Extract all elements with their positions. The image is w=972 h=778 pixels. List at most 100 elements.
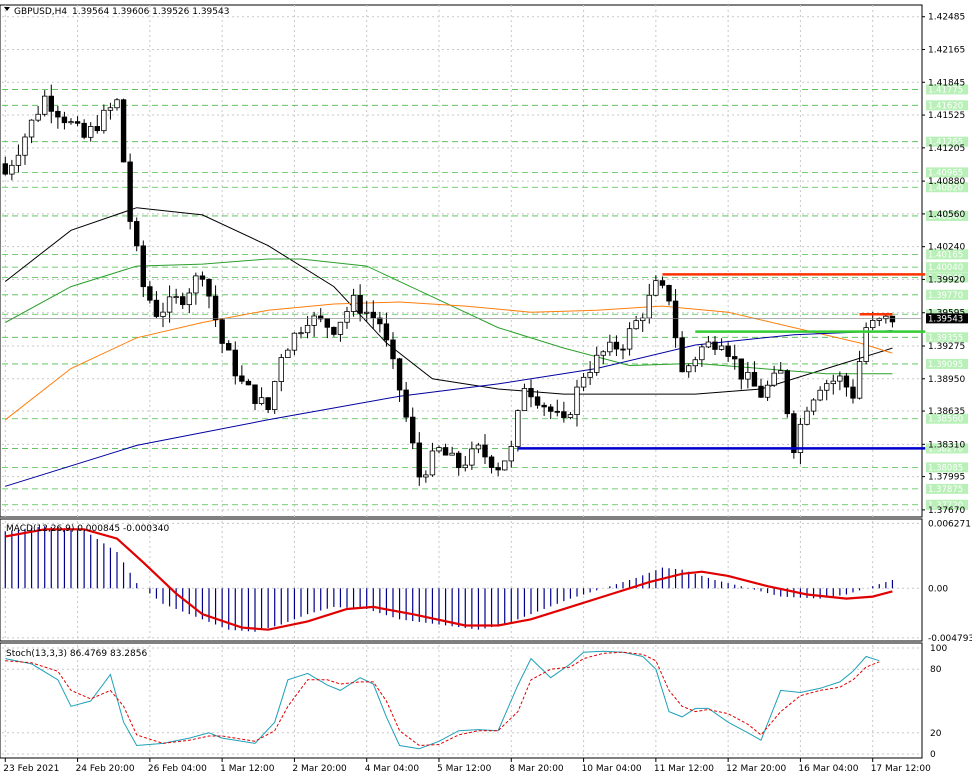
candle-body <box>193 275 199 294</box>
support-resistance-levels: 1.41775 1.41620 1.41265 1.40965 1.40820 1.405… <box>2 84 968 511</box>
candle-body <box>692 359 698 367</box>
time-tick-label: 2 Mar 20:00 <box>292 764 347 774</box>
candle-body <box>548 406 554 412</box>
candle-body <box>561 411 567 418</box>
candle-body <box>74 121 81 124</box>
level-tag <box>926 249 968 260</box>
candle-body <box>68 121 74 124</box>
macd-axis: 0.006271 0.00 -0.004793 <box>928 519 972 644</box>
candle-body <box>850 386 856 399</box>
time-tick-label: 24 Feb 20:00 <box>76 764 135 774</box>
candle-body <box>245 380 252 386</box>
time-tick-label: 17 Mar 12:00 <box>871 764 931 774</box>
candle-body <box>134 221 140 247</box>
candle-body <box>791 413 797 454</box>
candle-body <box>265 397 271 411</box>
candle-body <box>574 386 580 415</box>
candle-body <box>686 365 692 373</box>
stoch-tick-label: 20 <box>930 729 942 739</box>
price-tick-label: 1.38635 <box>928 407 965 417</box>
candle-body <box>199 275 206 280</box>
candle-body <box>613 341 620 350</box>
dropdown-triangle-icon[interactable] <box>4 7 10 11</box>
candle-body <box>15 154 22 166</box>
level-tag-label: 1.40165 <box>928 250 963 260</box>
price-tick-label: 1.41205 <box>928 144 965 154</box>
candle-body <box>515 410 521 447</box>
candle-body <box>357 294 363 314</box>
price-tick-label: 1.38310 <box>928 440 965 450</box>
candle-body <box>837 375 843 382</box>
level-tag-label: 1.39095 <box>928 360 963 370</box>
level-tag <box>926 167 968 178</box>
price-tick-label: 1.38950 <box>928 375 965 385</box>
level-tag-label: 1.39940 <box>928 273 963 283</box>
level-tag-label: 1.39770 <box>928 291 963 301</box>
candle-body <box>712 341 718 350</box>
candle-body <box>495 467 501 471</box>
candle-body <box>107 107 114 111</box>
candle-body <box>856 361 863 399</box>
moving-average-line <box>4 301 893 421</box>
candle-body <box>889 315 896 323</box>
candle-body <box>258 397 265 404</box>
macd-tick-label: 0.00 <box>928 584 948 594</box>
candle-body <box>863 327 869 362</box>
candle-body <box>311 315 317 326</box>
candle-body <box>607 341 613 353</box>
time-tick-label: 23 Feb 2021 <box>3 764 59 774</box>
macd-tick-label: 0.006271 <box>928 519 971 529</box>
candle-body <box>318 315 324 320</box>
candle-body <box>166 296 173 313</box>
ohlc-label: 1.39564 1.39606 1.39526 1.39543 <box>72 7 229 17</box>
candle-body <box>469 448 475 466</box>
level-tag <box>926 358 968 369</box>
candle-body <box>55 110 61 118</box>
macd-pane[interactable]: 0.006271 0.00 -0.004793 MACD(12,26,9) 0.00… <box>0 518 972 644</box>
candle-body <box>403 389 409 418</box>
level-tag <box>926 289 968 300</box>
candle-body <box>771 372 777 386</box>
candle-body <box>423 474 429 478</box>
candle-body <box>732 356 738 360</box>
level-tag-label: 1.37875 <box>928 485 963 495</box>
price-axis: 1.42485 1.42165 1.41845 1.41525 1.41205 1.408… <box>2 13 968 516</box>
main-pane-frame <box>0 4 923 518</box>
candle-body <box>672 300 679 339</box>
candle-body <box>272 381 278 411</box>
candle-body <box>160 311 166 317</box>
level-tag-label: 1.40965 <box>928 168 963 178</box>
level-tag-label: 1.41775 <box>928 85 963 95</box>
candle-body <box>42 95 48 115</box>
candle-body <box>705 341 712 348</box>
time-tick-label: 5 Mar 12:00 <box>437 764 492 774</box>
candle-body <box>580 376 587 388</box>
stoch-lines <box>5 650 880 750</box>
main-pane[interactable]: 1.41775 1.41620 1.41265 1.40965 1.40820 1.405… <box>0 4 968 518</box>
candle-body <box>153 299 160 317</box>
candle-body <box>797 423 804 454</box>
price-tick-label: 1.41845 <box>928 78 965 88</box>
drawn-horizontal-lines[interactable] <box>517 273 926 450</box>
time-tick-label: 1 Mar 12:00 <box>220 764 275 774</box>
candle-body <box>626 328 633 350</box>
candle-body <box>232 349 238 377</box>
candle-body <box>876 318 882 321</box>
candle-body <box>810 399 817 412</box>
candle-body <box>410 416 416 444</box>
candle-body <box>219 319 225 344</box>
level-tag <box>926 443 968 454</box>
stoch-pane[interactable]: 100 80 20 0 Stoch(13,3,3) 86.4769 83.2856 <box>0 642 947 760</box>
stoch-main-line <box>5 650 880 750</box>
candle-body <box>61 116 68 124</box>
candle-body <box>120 99 127 163</box>
stoch-pane-frame <box>0 642 923 759</box>
time-tick-label: 26 Feb 04:00 <box>148 764 207 774</box>
level-tag-label: 1.40540 <box>928 212 963 222</box>
candle-body <box>659 280 666 286</box>
candle-body <box>843 375 850 388</box>
candle-body <box>390 339 396 360</box>
candle-body <box>350 294 357 312</box>
candle-body <box>764 384 771 398</box>
